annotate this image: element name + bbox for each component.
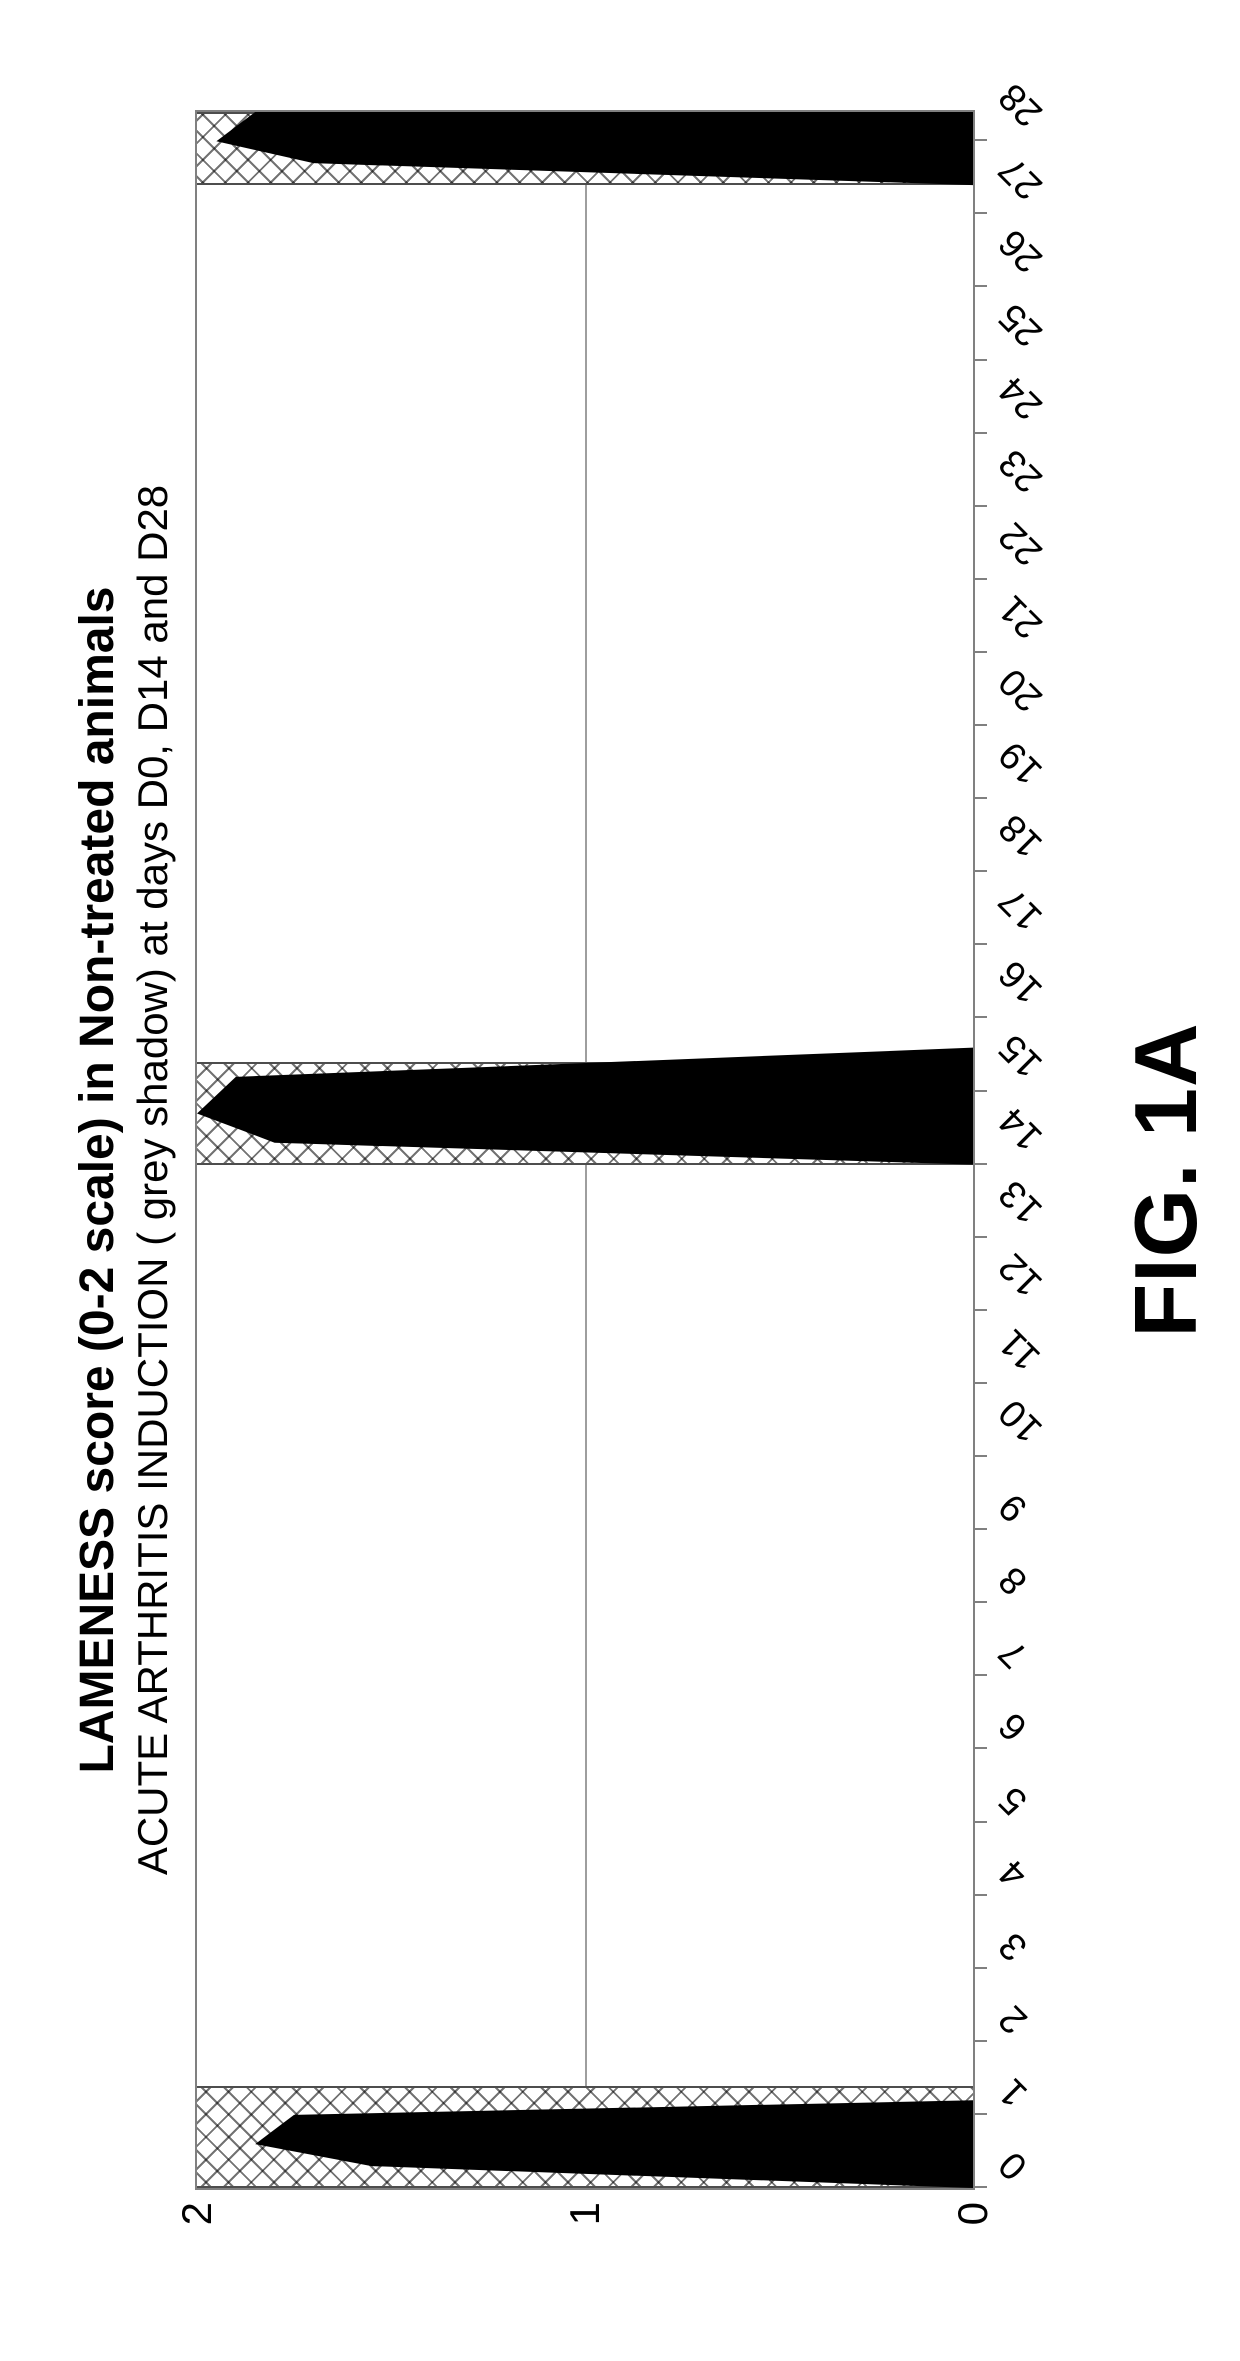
x-tick-label: 7 xyxy=(991,1631,1036,1676)
x-tick-label: 22 xyxy=(991,513,1051,573)
x-tick-mark xyxy=(973,797,987,799)
chart-title-sub: ACUTE ARTHRITIS INDUCTION ( grey shadow)… xyxy=(129,80,177,2280)
y-tick-label: 0 xyxy=(949,2202,997,2225)
x-tick-label: 28 xyxy=(991,75,1051,135)
x-tick-mark xyxy=(973,870,987,872)
series-area xyxy=(197,112,973,2188)
x-tick-mark xyxy=(973,1455,987,1457)
x-tick-label: 11 xyxy=(991,1320,1049,1378)
x-tick-label: 2 xyxy=(991,1996,1036,2041)
x-tick-mark xyxy=(973,1090,987,1092)
x-tick-label: 17 xyxy=(991,879,1051,939)
x-tick-label: 23 xyxy=(991,440,1051,500)
x-tick-mark xyxy=(973,1236,987,1238)
x-tick-label: 10 xyxy=(991,1390,1051,1450)
x-tick-mark xyxy=(973,285,987,287)
x-tick-label: 24 xyxy=(991,367,1051,427)
chart-titles: LAMENESS score (0-2 scale) in Non-treate… xyxy=(70,80,177,2280)
x-tick-mark xyxy=(973,1163,987,1165)
x-tick-label: 19 xyxy=(991,732,1051,792)
x-tick-label: 6 xyxy=(991,1704,1036,1749)
x-tick-label: 4 xyxy=(991,1850,1036,1895)
x-tick-label: 9 xyxy=(991,1485,1036,1530)
x-axis-ticks: 0123456789101112131415161718192021222324… xyxy=(973,112,1093,2188)
x-tick-mark xyxy=(973,139,987,141)
x-tick-mark xyxy=(973,1601,987,1603)
y-tick-label: 1 xyxy=(561,2202,609,2225)
x-tick-mark xyxy=(973,1821,987,1823)
chart-title-main: LAMENESS score (0-2 scale) in Non-treate… xyxy=(70,80,125,2280)
x-tick-mark xyxy=(973,1309,987,1311)
x-tick-mark xyxy=(973,1747,987,1749)
x-tick-label: 5 xyxy=(991,1777,1036,1822)
x-tick-mark xyxy=(973,1674,987,1676)
x-tick-label: 20 xyxy=(991,659,1051,719)
plot-area: 0123456789101112131415161718192021222324… xyxy=(195,110,975,2190)
chart-rotated-container: LAMENESS score (0-2 scale) in Non-treate… xyxy=(70,80,1170,2280)
x-tick-label: 0 xyxy=(991,2142,1036,2187)
chart-frame: 0123456789101112131415161718192021222324… xyxy=(195,110,975,2190)
x-tick-mark xyxy=(973,724,987,726)
x-tick-mark xyxy=(973,943,987,945)
x-tick-mark xyxy=(973,651,987,653)
x-tick-label: 15 xyxy=(991,1025,1051,1085)
x-tick-mark xyxy=(973,2186,987,2188)
figure-label: FIG. 1A xyxy=(1115,80,1217,2280)
x-tick-mark xyxy=(973,1894,987,1896)
x-tick-label: 27 xyxy=(991,148,1051,208)
x-tick-mark xyxy=(973,359,987,361)
x-tick-label: 16 xyxy=(991,952,1051,1012)
x-tick-mark xyxy=(973,212,987,214)
x-tick-label: 13 xyxy=(991,1171,1051,1231)
y-tick-label: 2 xyxy=(173,2202,221,2225)
page-root: LAMENESS score (0-2 scale) in Non-treate… xyxy=(0,0,1240,2361)
x-tick-mark xyxy=(973,1967,987,1969)
x-tick-mark xyxy=(973,1016,987,1018)
x-tick-label: 12 xyxy=(991,1244,1051,1304)
x-tick-mark xyxy=(973,1382,987,1384)
x-tick-mark xyxy=(973,578,987,580)
x-tick-mark xyxy=(973,2040,987,2042)
x-tick-label: 18 xyxy=(991,806,1051,866)
x-tick-label: 21 xyxy=(991,586,1051,646)
x-tick-label: 26 xyxy=(991,221,1051,281)
x-tick-label: 14 xyxy=(991,1098,1051,1158)
x-tick-label: 25 xyxy=(991,294,1051,354)
x-tick-label: 8 xyxy=(991,1558,1036,1603)
x-tick-label: 1 xyxy=(991,2069,1036,2114)
x-tick-mark xyxy=(973,2113,987,2115)
x-tick-mark xyxy=(973,505,987,507)
x-tick-label: 3 xyxy=(991,1923,1036,1968)
x-tick-mark xyxy=(973,1528,987,1530)
x-tick-mark xyxy=(973,432,987,434)
